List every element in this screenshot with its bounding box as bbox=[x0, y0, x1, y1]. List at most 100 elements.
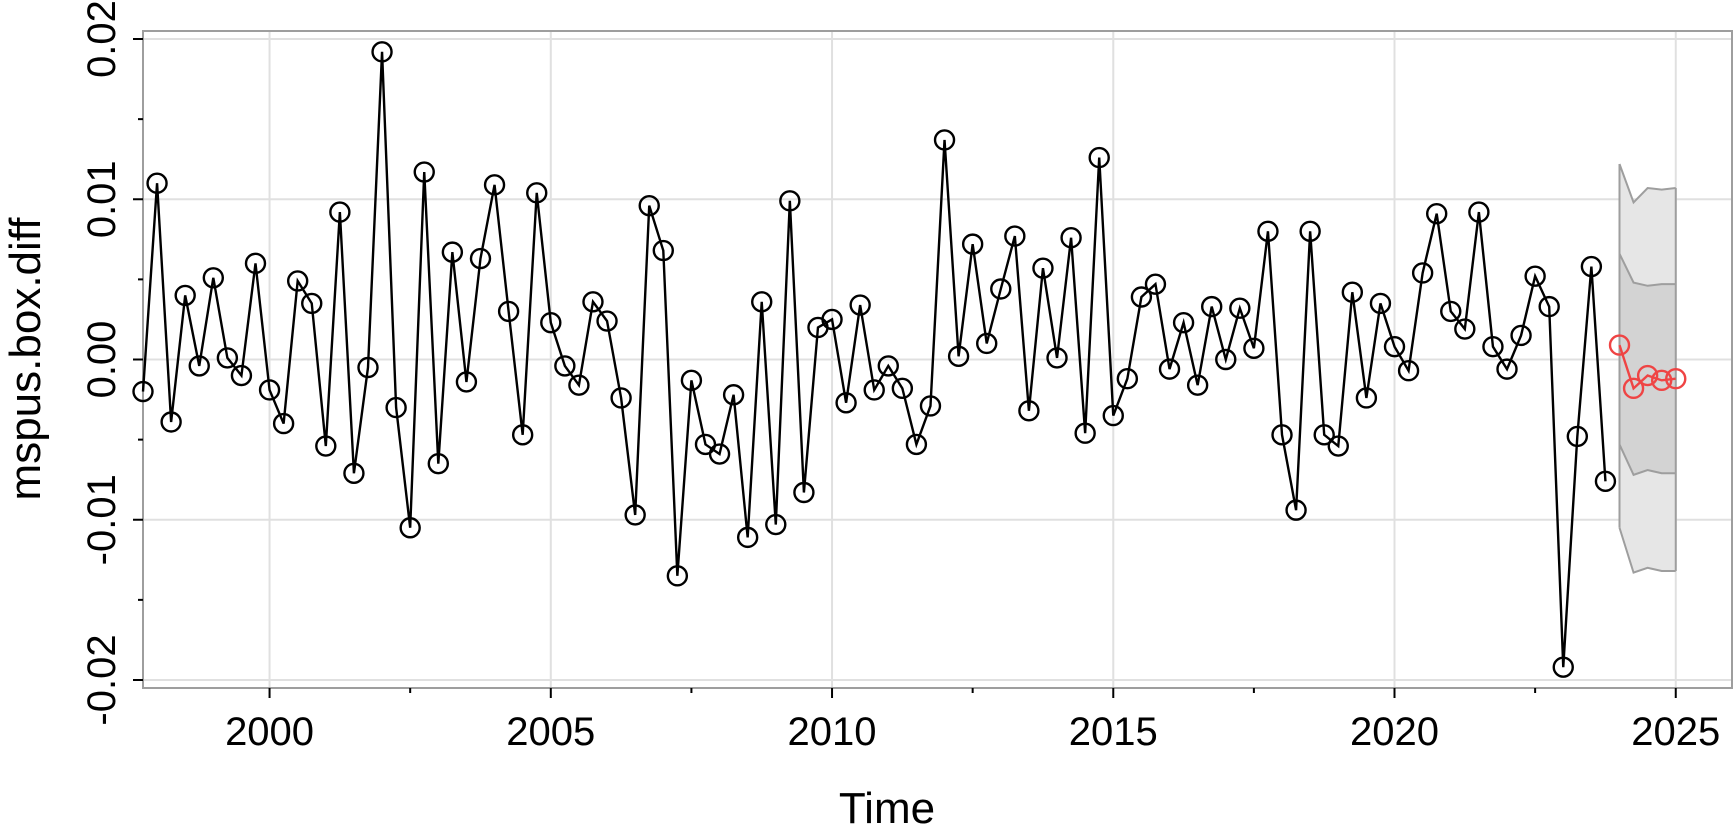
series-point bbox=[286, 270, 309, 292]
series-point bbox=[343, 462, 365, 484]
series-point bbox=[1538, 295, 1560, 318]
forecast-point bbox=[1636, 364, 1659, 387]
series-point bbox=[582, 291, 604, 313]
series-point bbox=[413, 161, 435, 183]
y-tick-label: -0.02 bbox=[80, 634, 124, 725]
series-point bbox=[1468, 201, 1490, 223]
series-point bbox=[469, 247, 492, 270]
band-edge-lo80 bbox=[1618, 444, 1676, 477]
series-point bbox=[638, 194, 660, 217]
series-point bbox=[596, 310, 618, 332]
series-point bbox=[1186, 374, 1209, 396]
series-point bbox=[329, 201, 351, 223]
series-point bbox=[1018, 400, 1040, 422]
series-point bbox=[1341, 281, 1364, 303]
series-point bbox=[1271, 424, 1293, 446]
prediction-bands bbox=[1618, 163, 1677, 574]
forecast-point bbox=[1650, 369, 1673, 392]
axes: 2000 2005 2010 2015 2020 2025 -0.02 -0.01 0.00 0.… bbox=[80, 0, 1720, 754]
series-point bbox=[230, 364, 253, 387]
series-point bbox=[919, 395, 942, 417]
series-point bbox=[540, 311, 562, 334]
forecast-point bbox=[1665, 368, 1687, 390]
series-point bbox=[174, 284, 196, 307]
series-point bbox=[863, 379, 885, 401]
series-point bbox=[511, 424, 534, 446]
series-point bbox=[1594, 470, 1617, 492]
series-point bbox=[1004, 225, 1026, 247]
series-point bbox=[835, 392, 857, 414]
series-point bbox=[1257, 220, 1279, 243]
series-point bbox=[1425, 202, 1448, 225]
series-point bbox=[1566, 425, 1589, 448]
series-point bbox=[1116, 368, 1139, 390]
series-point bbox=[568, 374, 590, 396]
series-point bbox=[1552, 656, 1574, 678]
series-point bbox=[1074, 422, 1096, 444]
band-edge-lo95 bbox=[1618, 527, 1676, 574]
series-point bbox=[1201, 295, 1223, 318]
series-point bbox=[976, 332, 998, 355]
x-tick-label: 2015 bbox=[1069, 710, 1158, 754]
series-point bbox=[399, 517, 421, 539]
series-point bbox=[765, 513, 787, 536]
y-tick-label: 0.00 bbox=[80, 321, 124, 399]
series-point bbox=[947, 345, 970, 367]
series-point bbox=[1482, 335, 1504, 358]
series-point bbox=[891, 377, 914, 400]
series-point bbox=[1496, 358, 1518, 380]
band-edge-hi95 bbox=[1618, 163, 1676, 205]
series-point bbox=[652, 239, 674, 262]
series-point bbox=[554, 355, 576, 377]
series-point bbox=[315, 435, 337, 457]
band-80 bbox=[1619, 253, 1676, 475]
x-tick-label: 2020 bbox=[1350, 710, 1439, 754]
series-point bbox=[244, 252, 267, 275]
series-point bbox=[441, 241, 464, 263]
series-point bbox=[1327, 435, 1349, 457]
series-point bbox=[132, 380, 154, 403]
series-point bbox=[1454, 318, 1476, 340]
series-point bbox=[1355, 387, 1378, 409]
series-point bbox=[793, 481, 815, 504]
series-point bbox=[905, 433, 928, 456]
series-point bbox=[708, 443, 731, 465]
series-point bbox=[1411, 262, 1434, 284]
series-point bbox=[1229, 297, 1251, 319]
series-point bbox=[1440, 300, 1462, 323]
series-point bbox=[385, 396, 407, 419]
series-point bbox=[1060, 227, 1082, 249]
series-point bbox=[610, 387, 632, 409]
series-point bbox=[990, 278, 1012, 300]
series-point bbox=[849, 294, 871, 316]
series-point bbox=[1397, 360, 1420, 382]
series-point bbox=[1158, 358, 1181, 380]
series-point bbox=[188, 355, 210, 377]
forecast-point bbox=[1622, 377, 1645, 400]
series-point bbox=[357, 356, 379, 379]
series-layer bbox=[132, 41, 1687, 678]
y-tick-label: -0.01 bbox=[80, 474, 124, 565]
series-point bbox=[371, 41, 393, 63]
series-point bbox=[624, 504, 646, 526]
series-point bbox=[301, 292, 323, 315]
y-tick-label: 0.01 bbox=[80, 160, 124, 238]
series-point bbox=[1144, 273, 1167, 295]
series-point bbox=[680, 369, 703, 392]
series-point bbox=[497, 300, 520, 323]
grid-lines bbox=[143, 31, 1732, 688]
series-point bbox=[736, 526, 759, 549]
y-axis-title: mspus.box.diff bbox=[1, 217, 50, 501]
series-point bbox=[1510, 324, 1532, 347]
series-point bbox=[272, 412, 295, 435]
series-point bbox=[961, 233, 984, 255]
series-point bbox=[779, 190, 801, 212]
series-point bbox=[483, 174, 506, 196]
series-point bbox=[1088, 146, 1110, 169]
series-point bbox=[1243, 337, 1265, 359]
series-point bbox=[1046, 347, 1068, 369]
series-point bbox=[1580, 255, 1603, 278]
series-point bbox=[1299, 220, 1321, 243]
series-point bbox=[666, 565, 689, 587]
